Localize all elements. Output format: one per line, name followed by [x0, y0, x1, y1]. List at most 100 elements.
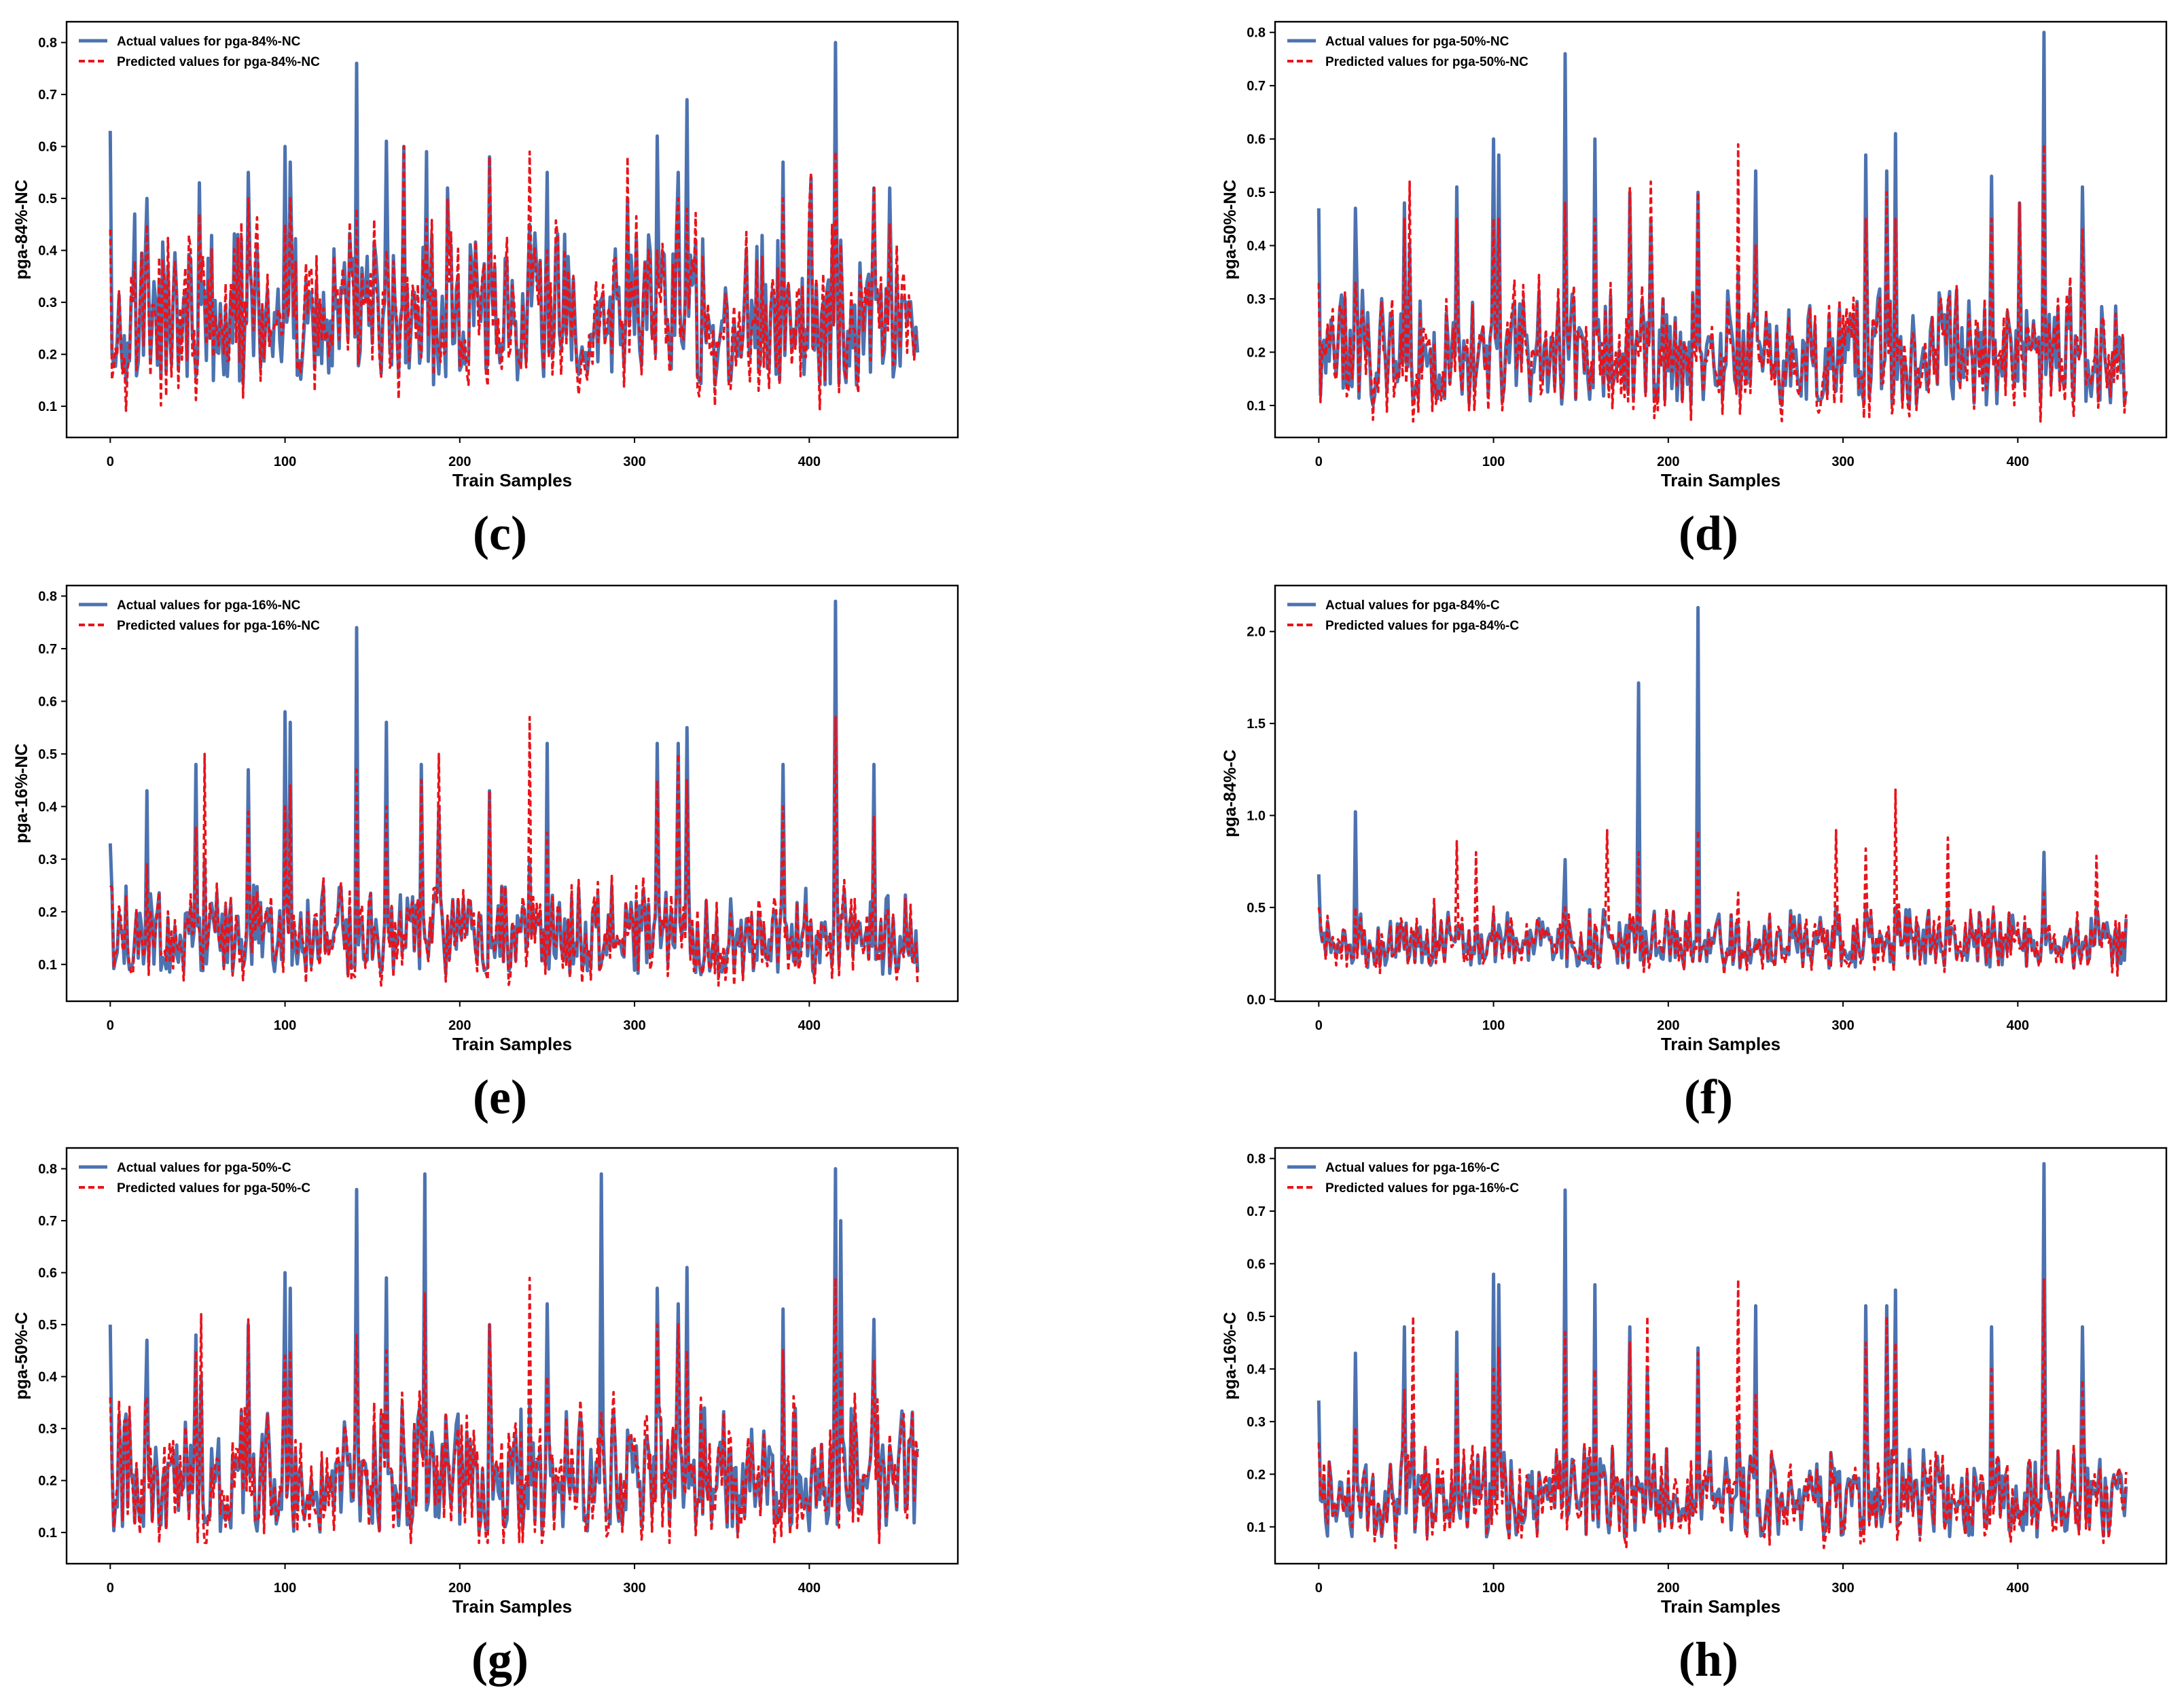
legend: Actual values for pga-84%-NC Predicted va… [79, 35, 320, 69]
plot-frame [65, 20, 959, 439]
y-tick-label: 0.6 [1247, 1257, 1266, 1272]
y-tick-label: 0.0 [1247, 992, 1266, 1007]
x-tick-label: 100 [274, 1581, 296, 1596]
x-tick-label: 0 [107, 1018, 114, 1033]
chart-panel-e: 0 100 200 300 400 0.1 0.2 0.3 0.4 0.5 0.6 0.7 0.8 Tra… [12, 584, 959, 1124]
x-tick-label: 200 [1657, 454, 1679, 469]
legend: Actual values for pga-16%-C Predicted val… [1287, 1161, 1519, 1196]
x-tick-label: 0 [1315, 1018, 1323, 1033]
x-tick-label: 300 [623, 1581, 645, 1596]
x-tick-label: 200 [448, 1018, 471, 1033]
y-tick-label: 0.3 [38, 295, 57, 310]
legend: Actual values for pga-16%-NC Predicted va… [79, 598, 320, 633]
x-axis-label: Train Samples [452, 470, 572, 490]
panel-label: (h) [1679, 1632, 1738, 1687]
chart-panel-f: 0 100 200 300 400 0.0 0.5 1.0 1.5 2.0 Train Sample… [1221, 584, 2168, 1124]
y-tick-label: 0.1 [1247, 1520, 1266, 1535]
series-line-predicted [1317, 1278, 2128, 1549]
y-tick-label: 2.0 [1247, 625, 1266, 640]
x-tick-label: 300 [623, 1018, 645, 1033]
y-tick-label: 0.5 [38, 1318, 57, 1333]
y-tick-label: 0.7 [38, 1214, 57, 1229]
x-tick-label: 100 [274, 1018, 296, 1033]
x-tick-label: 300 [623, 454, 645, 469]
y-tick-label: 0.2 [1247, 345, 1266, 360]
y-tick-label: 0.6 [1247, 132, 1266, 147]
y-axis-label: pga-16%-C [1221, 1312, 1240, 1399]
x-tick-label: 300 [1831, 1581, 1854, 1596]
x-axis-label: Train Samples [1661, 470, 1780, 490]
y-tick-label: 0.8 [38, 1162, 57, 1177]
plot-frame [1274, 20, 2168, 439]
y-tick-label: 0.4 [38, 244, 58, 259]
y-tick-label: 0.5 [38, 192, 57, 206]
legend: Actual values for pga-84%-C Predicted val… [1287, 598, 1519, 633]
y-tick-label: 0.8 [38, 36, 57, 51]
x-tick-label: 400 [798, 1018, 821, 1033]
y-tick-label: 0.3 [1247, 1415, 1266, 1430]
x-tick-label: 200 [448, 1581, 471, 1596]
series-line-actual [1317, 606, 2128, 970]
x-tick-label: 200 [1657, 1581, 1679, 1596]
x-tick-label: 0 [107, 454, 114, 469]
legend-label-actual: Actual values for pga-84%-C [1325, 598, 1500, 613]
series-line-predicted [1317, 788, 2128, 977]
legend-label-predicted: Predicted values for pga-50%-NC [1325, 55, 1528, 69]
y-axis-label: pga-84%-C [1221, 749, 1240, 837]
legend: Actual values for pga-50%-C Predicted val… [79, 1161, 310, 1196]
y-tick-label: 0.2 [1247, 1467, 1266, 1482]
legend-label-actual: Actual values for pga-50%-NC [1325, 35, 1509, 49]
legend-label-predicted: Predicted values for pga-16%-C [1325, 1181, 1519, 1196]
series-line-predicted [109, 715, 919, 987]
chart-panel-h: 0 100 200 300 400 0.1 0.2 0.3 0.4 0.5 0.6 0.7 0.8 Tra… [1221, 1147, 2168, 1687]
y-axis-label: pga-16%-NC [12, 743, 31, 843]
y-tick-label: 0.6 [38, 140, 57, 155]
legend-label-predicted: Predicted values for pga-16%-NC [117, 619, 320, 633]
y-tick-label: 0.2 [38, 348, 57, 363]
x-tick-label: 0 [1315, 454, 1323, 469]
x-tick-label: 400 [798, 454, 821, 469]
plot-frame [65, 1147, 959, 1565]
plot-frame [1274, 1147, 2168, 1565]
y-tick-label: 0.7 [1247, 79, 1266, 94]
y-tick-label: 1.0 [1247, 808, 1266, 823]
y-tick-label: 0.1 [38, 399, 57, 414]
legend-label-predicted: Predicted values for pga-50%-C [117, 1181, 310, 1196]
series-line-predicted [109, 145, 919, 412]
y-tick-label: 0.4 [38, 799, 58, 814]
y-tick-label: 0.4 [1247, 1362, 1266, 1377]
x-axis-label: Train Samples [1661, 1596, 1780, 1617]
y-tick-label: 0.5 [1247, 1310, 1266, 1325]
y-tick-label: 0.1 [38, 1526, 57, 1541]
y-axis-label: pga-50%-NC [1221, 179, 1240, 279]
x-axis-label: Train Samples [452, 1596, 572, 1617]
chart-panel-g: 0 100 200 300 400 0.1 0.2 0.3 0.4 0.5 0.6 0.7 0.8 Tra… [12, 1147, 959, 1687]
y-tick-label: 0.6 [38, 694, 57, 709]
y-tick-label: 0.5 [1247, 901, 1266, 916]
x-tick-label: 300 [1831, 454, 1854, 469]
x-tick-label: 300 [1831, 1018, 1854, 1033]
legend-label-predicted: Predicted values for pga-84%-NC [117, 55, 320, 69]
y-tick-label: 0.7 [38, 88, 57, 103]
x-axis-label: Train Samples [1661, 1034, 1780, 1054]
y-tick-label: 0.3 [38, 852, 57, 867]
legend-label-actual: Actual values for pga-50%-C [117, 1161, 291, 1175]
x-tick-label: 200 [1657, 1018, 1679, 1033]
plot-frame [1274, 584, 2168, 1003]
panel-label: (e) [473, 1070, 527, 1124]
legend: Actual values for pga-50%-NC Predicted va… [1287, 35, 1528, 69]
x-tick-label: 100 [1482, 1581, 1505, 1596]
y-tick-label: 0.3 [38, 1422, 57, 1437]
x-tick-label: 100 [274, 454, 296, 469]
y-tick-label: 0.4 [1247, 239, 1266, 254]
x-tick-label: 0 [107, 1581, 114, 1596]
y-tick-label: 0.4 [38, 1370, 58, 1385]
y-tick-label: 1.5 [1247, 717, 1266, 732]
panel-label: (d) [1679, 506, 1738, 560]
legend-label-actual: Actual values for pga-16%-NC [117, 598, 301, 613]
panel-label: (c) [473, 506, 527, 560]
x-tick-label: 200 [448, 454, 471, 469]
x-axis-label: Train Samples [452, 1034, 572, 1054]
x-tick-label: 400 [2007, 454, 2029, 469]
